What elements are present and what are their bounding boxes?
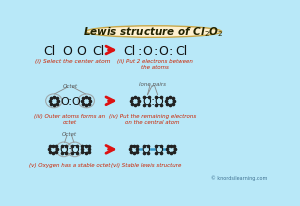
Text: O: O: [154, 145, 163, 154]
Text: Octet: Octet: [63, 84, 78, 89]
Text: Cl: Cl: [128, 145, 139, 154]
Text: O: O: [142, 44, 152, 57]
Text: (i) Select the center atom: (i) Select the center atom: [34, 59, 110, 64]
Text: O: O: [142, 96, 151, 106]
Text: O: O: [154, 96, 163, 106]
Text: :: :: [169, 44, 173, 57]
Text: Cl: Cl: [43, 44, 55, 57]
Text: Lewis structure of Cl$_2$O$_2$: Lewis structure of Cl$_2$O$_2$: [83, 26, 224, 39]
Text: :: :: [153, 44, 158, 57]
Text: Octet: Octet: [62, 132, 77, 137]
Text: :: :: [138, 44, 142, 57]
Text: Cl: Cl: [48, 96, 59, 106]
Text: O: O: [142, 145, 150, 154]
Text: O: O: [76, 44, 86, 57]
Text: (iii) Outer atoms forms an
octet: (iii) Outer atoms forms an octet: [34, 114, 106, 124]
Text: Cl: Cl: [130, 96, 141, 106]
Text: Cl: Cl: [123, 44, 135, 57]
Text: :: :: [151, 95, 155, 108]
Text: O: O: [158, 44, 168, 57]
Text: :: :: [67, 143, 71, 156]
Text: Cl: Cl: [80, 145, 91, 154]
Text: O: O: [60, 96, 69, 106]
Text: (vi) Stable lewis structure: (vi) Stable lewis structure: [111, 162, 181, 167]
Text: (v) Oxygen has a stable octet: (v) Oxygen has a stable octet: [28, 162, 110, 167]
Text: O: O: [70, 145, 79, 154]
Text: Cl: Cl: [81, 96, 92, 106]
Text: Cl: Cl: [165, 145, 176, 154]
Text: Cl: Cl: [48, 145, 58, 154]
Text: (ii) Put 2 electrons between
the atoms: (ii) Put 2 electrons between the atoms: [117, 59, 193, 70]
Text: O: O: [62, 44, 72, 57]
Text: Cl: Cl: [165, 96, 176, 106]
Text: O: O: [59, 145, 68, 154]
Text: O: O: [71, 96, 80, 106]
Text: © knordsilearning.com: © knordsilearning.com: [211, 175, 268, 180]
Text: (iv) Put the remaining electrons
on the central atom: (iv) Put the remaining electrons on the …: [109, 114, 196, 124]
Text: Cl: Cl: [92, 44, 104, 57]
Ellipse shape: [86, 27, 222, 38]
Text: Cl: Cl: [175, 44, 187, 57]
Text: :: :: [68, 95, 72, 108]
Text: lone pairs: lone pairs: [139, 82, 166, 87]
